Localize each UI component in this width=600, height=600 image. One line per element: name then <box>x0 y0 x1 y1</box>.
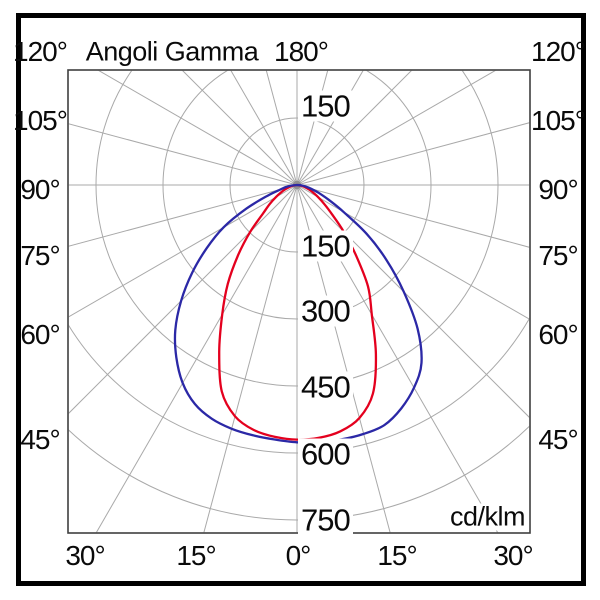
gamma-label-left-45: 45° <box>20 424 60 455</box>
gamma-label-bottom-0: 0° <box>285 540 312 571</box>
gamma-label-right-120: 120° <box>531 36 586 67</box>
gamma-ray-line <box>68 123 298 186</box>
intensity-curve-red_curve <box>218 183 378 441</box>
outer-frame <box>16 13 586 586</box>
ring-circle-600 <box>68 317 530 454</box>
gamma-ray-line <box>296 184 499 533</box>
gamma-ray-line <box>296 184 530 418</box>
gamma-label-bottom-left-30: 30° <box>65 540 105 571</box>
top-axis-label-180: 180° <box>274 36 329 67</box>
gamma-ray-line <box>296 184 391 533</box>
unit-label-cd-klm: cd/klm <box>447 501 527 532</box>
gamma-label-right-45: 45° <box>538 424 578 455</box>
gamma-label-right-90: 90° <box>538 174 578 205</box>
gamma-ray-line <box>296 122 530 186</box>
gamma-ray-line <box>296 70 496 186</box>
gamma-ray-line <box>296 184 530 248</box>
ring-label-150-above: 150 <box>298 90 353 122</box>
gamma-label-left-120: 120° <box>13 36 68 67</box>
ring-circle-450 <box>95 70 499 387</box>
gamma-ray-line <box>296 70 329 186</box>
gamma-label-left-90: 90° <box>20 174 60 205</box>
gamma-label-right-75: 75° <box>538 240 578 271</box>
gamma-label-bottom-left-15: 15° <box>176 540 216 571</box>
intensity-curve-blue_curve <box>173 183 423 444</box>
ring-label-750: 750 <box>298 504 353 536</box>
gamma-label-right-60: 60° <box>538 319 578 350</box>
ring-label-450: 450 <box>298 371 353 403</box>
gamma-ray-line <box>68 184 298 414</box>
gamma-ray-line <box>230 70 298 186</box>
gamma-label-left-75: 75° <box>20 240 60 271</box>
ring-label-600: 600 <box>298 438 353 470</box>
ring-circle-300 <box>162 70 432 320</box>
gamma-label-right-105: 105° <box>531 105 586 136</box>
gamma-ray-line <box>182 70 298 186</box>
gamma-ray-line <box>68 184 298 247</box>
gamma-ray-line <box>296 184 530 320</box>
gamma-label-bottom-right-30: 30° <box>493 540 533 571</box>
gamma-label-left-60: 60° <box>20 319 60 350</box>
gamma-ray-line <box>98 70 298 186</box>
ring-circle-150 <box>229 117 365 253</box>
gamma-label-left-105: 105° <box>13 105 68 136</box>
ring-label-300: 300 <box>298 295 353 327</box>
gamma-ray-line <box>203 184 298 533</box>
gamma-ray-line <box>296 70 412 186</box>
gamma-ray-line <box>265 70 298 186</box>
gamma-ray-line <box>95 184 298 533</box>
ring-label-150: 150 <box>298 230 353 262</box>
ring-circle-750 <box>68 425 530 521</box>
gamma-label-bottom-right-15: 15° <box>377 540 417 571</box>
chart-title: Angoli Gamma <box>85 36 259 67</box>
gamma-ray-line <box>68 184 298 318</box>
